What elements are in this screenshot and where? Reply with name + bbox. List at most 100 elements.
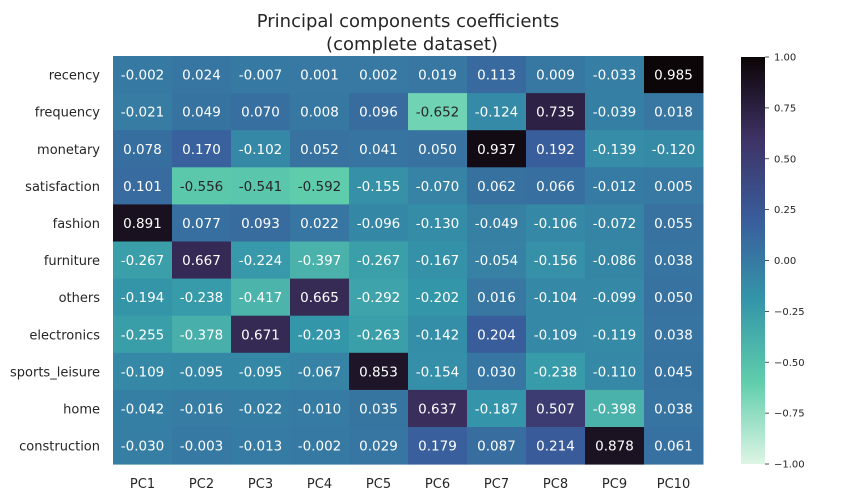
column-label: PC4	[307, 477, 332, 492]
cell-value-label: 0.170	[182, 142, 221, 158]
cell-value-label: -0.202	[416, 290, 460, 306]
heatmap-cell	[585, 93, 645, 131]
heatmap-cell	[467, 130, 527, 168]
cell-value-label: 0.050	[654, 290, 693, 306]
column-label: PC9	[602, 477, 627, 492]
cell-value-label: 0.008	[300, 105, 339, 121]
cell-value-label: 0.096	[359, 105, 398, 121]
row-label: electronics	[29, 328, 100, 343]
colorbar-tick-label: −0.25	[774, 307, 805, 318]
cell-value-label: -0.106	[534, 216, 578, 232]
cell-value-label: -0.263	[357, 327, 401, 343]
cell-value-label: -0.086	[593, 253, 637, 269]
heatmap-cell	[408, 278, 468, 317]
heatmap-cell	[349, 315, 409, 354]
cell-value-label: -0.124	[475, 105, 519, 121]
colorbar-tick-label: 1.00	[774, 53, 796, 64]
heatmap-cell	[349, 93, 409, 131]
heatmap-cell	[113, 130, 173, 168]
heatmap-cell	[113, 352, 173, 391]
cell-value-label: -0.267	[121, 253, 165, 269]
heatmap-cell	[231, 241, 291, 280]
cell-value-label: -0.541	[239, 179, 283, 195]
colorbar-tick-label: −0.75	[774, 409, 805, 420]
cell-value-label: 0.985	[654, 68, 693, 84]
cell-value-label: 0.077	[182, 216, 221, 232]
heatmap-cell	[231, 130, 291, 168]
cell-value-label: 0.087	[477, 439, 516, 455]
cell-value-label: -0.070	[416, 179, 460, 195]
heatmap-cell	[585, 204, 645, 242]
heatmap-cell	[644, 315, 704, 354]
column-labels: PC1 PC2 PC3 PC4 PC5 PC6 PC7 PC8 PC9 PC10	[130, 477, 690, 492]
heatmap-cell	[467, 93, 527, 131]
cell-value-label: -0.119	[593, 327, 637, 343]
heatmap-cell	[467, 204, 527, 242]
column-label: PC1	[130, 477, 155, 492]
cell-value-label: -0.142	[416, 327, 460, 343]
cell-value-label: -0.102	[239, 142, 283, 158]
cell-value-label: -0.010	[298, 401, 342, 417]
heatmap-cell	[290, 167, 350, 205]
cell-value-label: -0.292	[357, 290, 401, 306]
heatmap-cell	[113, 93, 173, 131]
colorbar-tick-label: 0.25	[774, 205, 796, 216]
heatmap-cell	[408, 315, 468, 354]
colorbar-tick-label: 0.50	[774, 154, 796, 165]
heatmap-cell	[585, 389, 645, 428]
cell-value-label: -0.398	[593, 401, 637, 417]
heatmap-cell	[290, 352, 350, 391]
column-label: PC5	[366, 477, 391, 492]
column-label: PC10	[657, 477, 690, 492]
row-label: furniture	[44, 254, 100, 269]
heatmap-cell	[585, 352, 645, 391]
cell-value-label: -0.167	[416, 253, 460, 269]
cell-value-label: 0.018	[654, 105, 693, 121]
cell-value-label: 0.214	[536, 439, 575, 455]
heatmap-cell	[644, 241, 704, 280]
cell-value-label: -0.022	[239, 401, 283, 417]
cell-value-label: -0.104	[534, 290, 578, 306]
chart-title: Principal components coefficients	[257, 11, 560, 32]
heatmap-cell	[172, 352, 232, 391]
cell-value-label: 0.022	[300, 216, 339, 232]
heatmap-cell	[467, 427, 527, 465]
heatmap-cell	[585, 167, 645, 205]
heatmap-cell	[526, 352, 586, 391]
heatmap-cell	[172, 93, 232, 131]
heatmap-cell	[349, 167, 409, 205]
cell-value-label: 0.050	[418, 142, 457, 158]
cell-value-label: -0.397	[298, 253, 342, 269]
cell-value-label: 0.204	[477, 327, 516, 343]
cell-value-label: -0.156	[534, 253, 578, 269]
heatmap-cell	[467, 241, 527, 280]
heatmap-cell	[231, 315, 291, 354]
row-label: construction	[19, 440, 100, 455]
heatmap-cell	[113, 389, 173, 428]
cell-value-label: -0.139	[593, 142, 637, 158]
cell-value-label: -0.042	[121, 401, 165, 417]
heatmap-cell	[113, 241, 173, 280]
heatmap-cell	[526, 278, 586, 317]
heatmap-cell	[349, 56, 409, 94]
heatmap-cells: -0.002 0.024 -0.007 0.001 0.002 0.019 0.113 0.0…	[113, 56, 704, 465]
heatmap-cell	[172, 204, 232, 242]
heatmap-cell	[290, 130, 350, 168]
heatmap-cell	[349, 241, 409, 280]
heatmap-cell	[644, 389, 704, 428]
heatmap-cell	[172, 241, 232, 280]
heatmap-cell	[644, 278, 704, 317]
heatmap-cell	[349, 427, 409, 465]
cell-value-label: -0.054	[475, 253, 519, 269]
cell-value-label: -0.255	[121, 327, 165, 343]
heatmap-cell	[585, 130, 645, 168]
cell-value-label: -0.095	[180, 364, 224, 380]
cell-value-label: -0.002	[121, 68, 165, 84]
row-labels: recency frequency monetary satisfaction fash…	[10, 69, 100, 455]
cell-value-label: 0.113	[477, 68, 516, 84]
row-label: frequency	[35, 106, 101, 121]
heatmap-cell	[467, 278, 527, 317]
cell-value-label: -0.224	[239, 253, 283, 269]
cell-value-label: 0.735	[536, 105, 575, 121]
